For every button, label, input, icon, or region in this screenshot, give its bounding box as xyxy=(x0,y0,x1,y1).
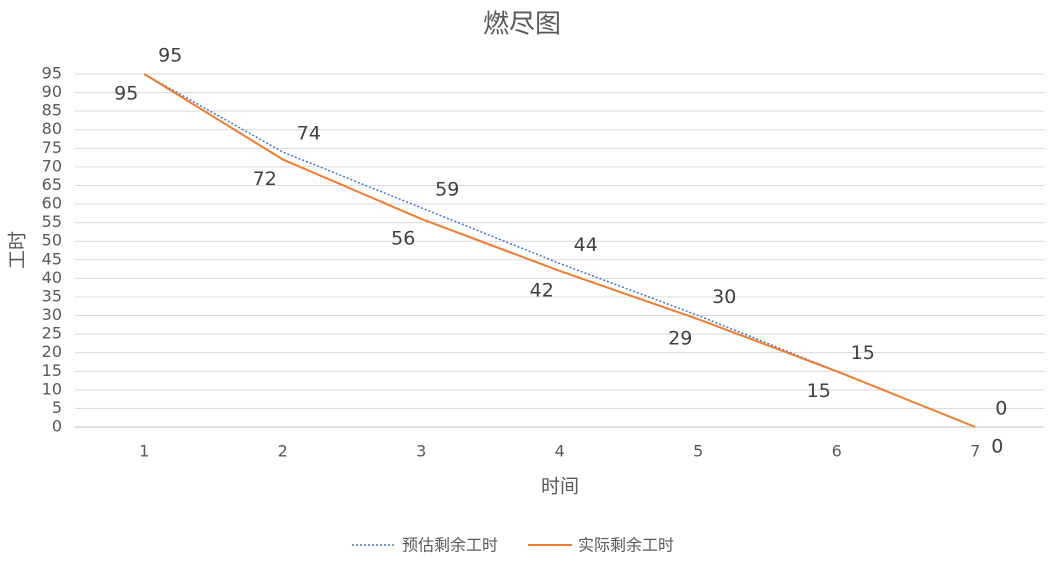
data-label: 56 xyxy=(391,227,415,249)
data-label: 74 xyxy=(297,123,321,145)
x-tick-label: 4 xyxy=(555,442,565,461)
data-label: 95 xyxy=(158,45,182,67)
x-tick-label: 5 xyxy=(693,442,703,461)
data-label: 42 xyxy=(530,279,554,301)
data-label: 72 xyxy=(253,168,277,190)
y-tick-label: 85 xyxy=(42,101,62,120)
y-tick-label: 65 xyxy=(42,175,62,194)
series-line xyxy=(143,73,976,428)
chart-title: 燃尽图 xyxy=(483,10,561,40)
y-tick-label: 40 xyxy=(42,268,62,287)
x-tick-label: 6 xyxy=(832,442,842,461)
legend-label: 预估剩余工时 xyxy=(402,536,498,555)
x-tick-label: 7 xyxy=(970,442,980,461)
data-label: 44 xyxy=(574,234,598,256)
data-label: 0 xyxy=(991,436,1003,458)
y-tick-label: 60 xyxy=(42,194,62,213)
y-tick-label: 5 xyxy=(52,398,62,417)
y-tick-label: 80 xyxy=(42,119,62,138)
y-tick-label: 55 xyxy=(42,212,62,231)
y-tick-label: 70 xyxy=(42,156,62,175)
data-label: 95 xyxy=(114,83,138,105)
x-tick-label: 1 xyxy=(139,442,149,461)
y-tick-label: 25 xyxy=(42,324,62,343)
y-tick-label: 75 xyxy=(42,138,62,157)
y-tick-label: 20 xyxy=(42,342,62,361)
x-tick-label: 2 xyxy=(278,442,288,461)
x-tick-label: 3 xyxy=(416,442,426,461)
x-axis-label: 时间 xyxy=(541,476,579,498)
y-tick-label: 95 xyxy=(42,64,62,83)
y-axis-label: 工时 xyxy=(7,231,29,269)
data-label: 15 xyxy=(807,380,831,402)
data-label: 15 xyxy=(851,342,875,364)
data-label: 0 xyxy=(995,398,1007,420)
y-tick-label: 45 xyxy=(42,249,62,268)
legend-label: 实际剩余工时 xyxy=(578,536,674,555)
y-tick-label: 50 xyxy=(42,231,62,250)
data-label: 59 xyxy=(435,178,459,200)
y-tick-label: 10 xyxy=(42,379,62,398)
data-label: 29 xyxy=(668,328,692,350)
y-tick-label: 35 xyxy=(42,286,62,305)
data-label: 30 xyxy=(712,286,736,308)
y-tick-label: 90 xyxy=(42,82,62,101)
series-line xyxy=(143,73,976,428)
y-tick-label: 15 xyxy=(42,361,62,380)
y-tick-label: 30 xyxy=(42,305,62,324)
y-tick-label: 0 xyxy=(52,417,62,436)
